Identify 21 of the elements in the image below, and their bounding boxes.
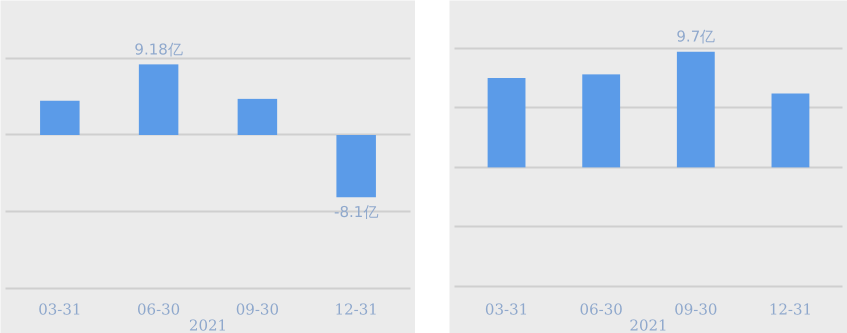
x-axis-title: 2021 (629, 316, 668, 333)
bar (40, 100, 80, 135)
bar (336, 134, 376, 198)
x-tick-label: 09-30 (236, 300, 280, 318)
bar (772, 93, 810, 168)
x-tick-label: 03-31 (38, 300, 82, 318)
x-tick-label: 12-31 (334, 300, 378, 318)
bar (676, 52, 715, 168)
data-label: 9.18亿 (134, 40, 183, 58)
bar (582, 74, 620, 168)
x-tick-label: 06-30 (136, 300, 180, 318)
x-tick-label: 03-31 (484, 300, 528, 318)
bar (238, 98, 278, 135)
x-axis-title: 2021 (188, 316, 228, 333)
bar (138, 64, 178, 135)
x-tick-label: 12-31 (768, 300, 812, 318)
bar (488, 78, 526, 168)
data-label: -8.1亿 (334, 203, 378, 222)
x-tick-label: 06-30 (580, 300, 623, 318)
x-tick-label: 09-30 (674, 300, 718, 318)
data-label: 9.7亿 (676, 28, 716, 46)
